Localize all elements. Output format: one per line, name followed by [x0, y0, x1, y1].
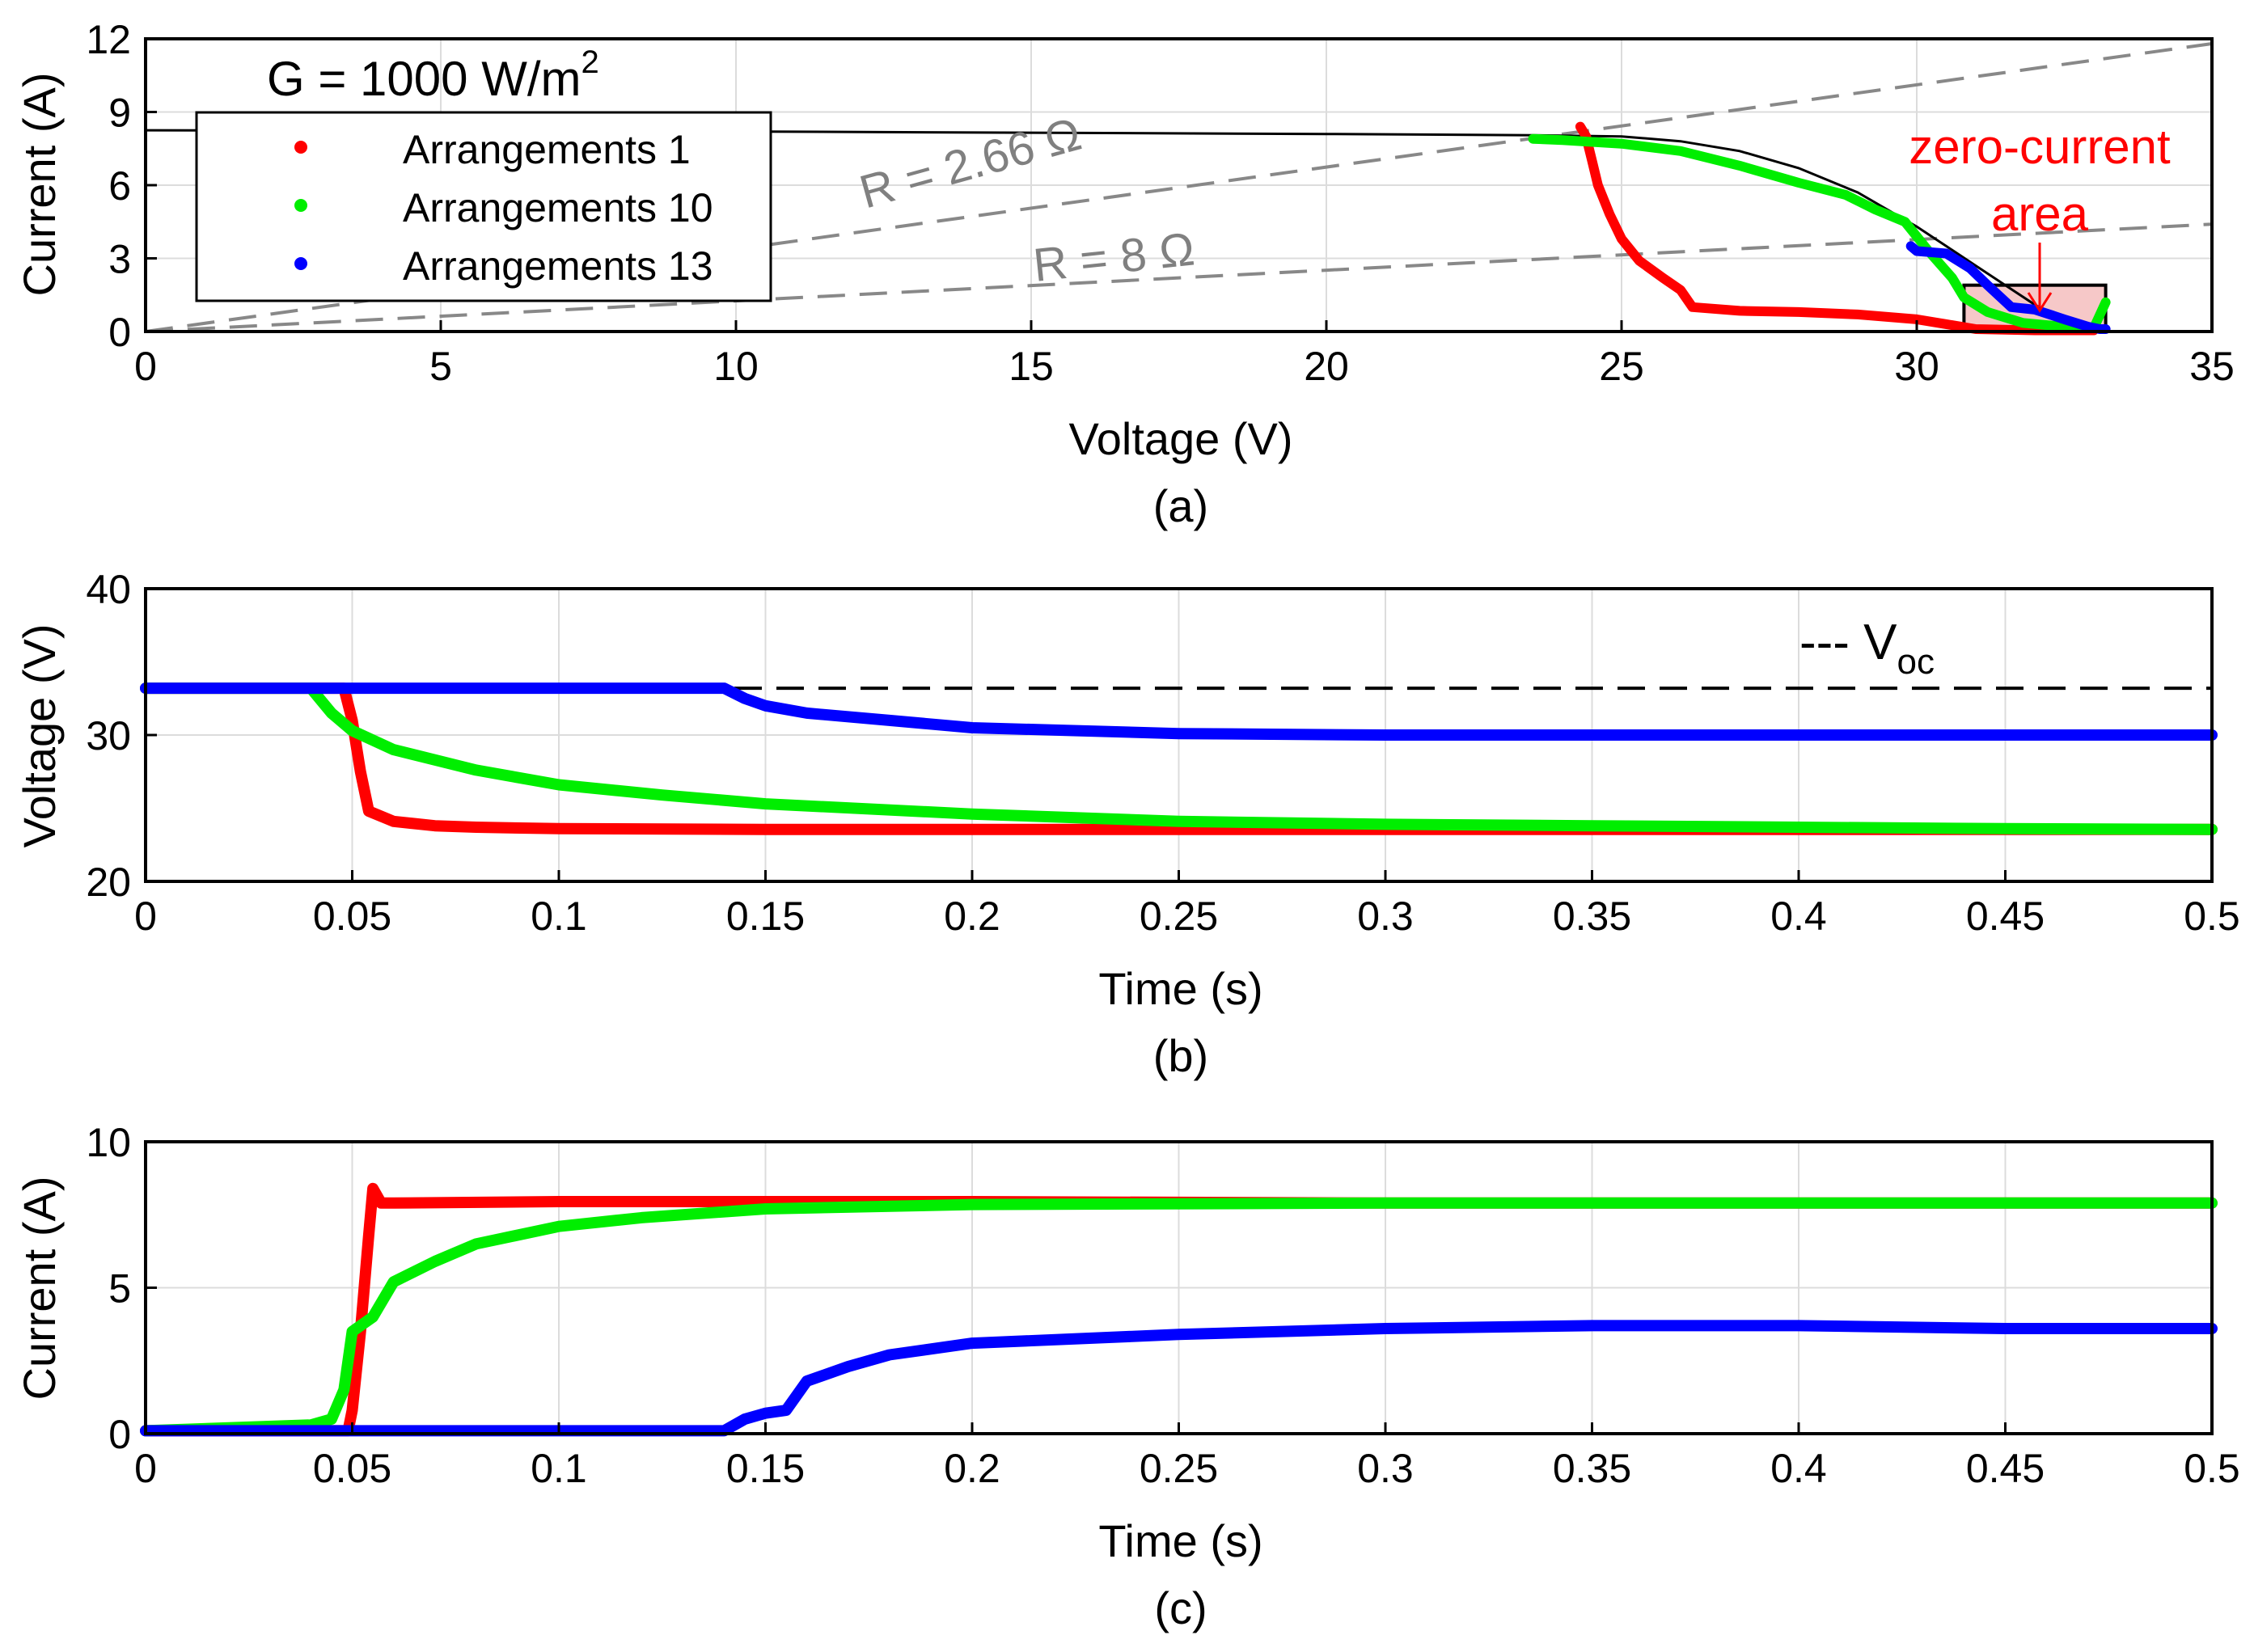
legend-marker: [294, 257, 307, 270]
panel-caption-a: (a): [1153, 480, 1208, 531]
y-tick-label: 40: [86, 567, 131, 612]
y-tick-label: 0: [108, 1412, 131, 1457]
x-tick-label: 35: [2189, 344, 2235, 389]
y-tick-label: 5: [108, 1266, 131, 1312]
y-tick-label: 12: [86, 17, 131, 62]
zone-label-line1: zero-current: [1909, 120, 2171, 174]
x-tick-label: 5: [429, 344, 452, 389]
legend-box: [195, 111, 772, 302]
y-tick-label: 30: [86, 713, 131, 758]
x-tick-label: 0.45: [1966, 1446, 2045, 1491]
x-tick-label: 0.4: [1770, 894, 1827, 939]
x-tick-label: 0.1: [531, 894, 587, 939]
zone-label-line2: area: [1991, 187, 2089, 241]
legend-title-superscript: 2: [581, 44, 598, 80]
x-axis-label-c: Time (s): [1098, 1515, 1262, 1566]
zone-arrow: [2027, 243, 2053, 313]
legend: Arrangements 1 Arrangements 10 Arrangement…: [294, 127, 713, 289]
series-line-arrangements-1: [1575, 121, 2099, 336]
voltage-panel: 0 0.05 0.1 0.15 0.2 0.25 0.3 0.35 0.4 0.45 0.5 20 3…: [14, 567, 2240, 1081]
series-line-2: [140, 682, 2218, 835]
legend-marker: [294, 141, 307, 154]
x-tick-label: 0.05: [313, 1446, 391, 1491]
voc-legend: --- Voc: [1799, 615, 1935, 682]
x-tick-label: 15: [1009, 344, 1054, 389]
x-tick-label: 0: [134, 1446, 157, 1491]
legend-marker: [294, 199, 307, 212]
y-tick-label: 3: [108, 237, 131, 282]
panel-caption-c: (c): [1154, 1582, 1207, 1633]
y-ticks-b: 20 30 40: [86, 567, 157, 905]
pv-curve: [145, 129, 2106, 333]
x-tick-label: 0.2: [944, 1446, 1000, 1491]
y-ticks-a: 0 3 6 9 12: [86, 17, 157, 355]
load-line-2: [145, 222, 2213, 333]
x-tick-label: 0.4: [1770, 1446, 1827, 1491]
x-tick-label: 0: [134, 344, 157, 389]
x-tick-label: 0.2: [944, 894, 1000, 939]
series-a: [1528, 121, 2111, 336]
x-ticks-c: 0 0.05 0.1 0.15 0.2 0.25 0.3 0.35 0.4 0.45 0.5: [134, 1422, 2240, 1491]
x-tick-label: 0.3: [1357, 1446, 1414, 1491]
y-tick-label: 10: [86, 1120, 131, 1165]
legend-label: Arrangements 13: [403, 243, 713, 289]
y-tick-label: 6: [108, 163, 131, 209]
voc-legend-subscript: oc: [1897, 642, 1935, 682]
y-axis-label-c: Current (A): [14, 1177, 65, 1401]
x-tick-label: 0.05: [313, 894, 391, 939]
y-tick-label: 20: [86, 860, 131, 905]
x-tick-label: 0.15: [726, 1446, 805, 1491]
x-tick-label: 0.5: [2184, 894, 2240, 939]
x-tick-label: 0.3: [1357, 894, 1414, 939]
legend-label: Arrangements 1: [403, 127, 691, 172]
legend-title: G = 1000 W/m2: [267, 44, 599, 106]
x-tick-label: 0.5: [2184, 1446, 2240, 1491]
x-ticks-b: 0 0.05 0.1 0.15 0.2 0.25 0.3 0.35 0.4 0.45 0.5: [134, 870, 2240, 939]
x-tick-label: 0.45: [1966, 894, 2045, 939]
series-line-2: [140, 1197, 2218, 1437]
y-tick-label: 0: [108, 310, 131, 355]
series-line-3: [140, 682, 2218, 741]
series-line-arrangements-13: [1905, 241, 2111, 334]
x-axis-label-b: Time (s): [1098, 963, 1262, 1014]
x-tick-label: 0.15: [726, 894, 805, 939]
x-tick-label: 10: [713, 344, 759, 389]
series-c: [140, 1182, 2218, 1437]
x-tick-label: 0.35: [1553, 894, 1631, 939]
y-axis-label-a: Current (A): [14, 73, 65, 297]
y-axis-label-b: Voltage (V): [14, 623, 65, 847]
x-tick-label: 30: [1894, 344, 1939, 389]
x-tick-label: 25: [1599, 344, 1644, 389]
x-tick-label: 0.1: [531, 1446, 587, 1491]
x-tick-label: 0.35: [1553, 1446, 1631, 1491]
x-tick-label: 0.25: [1140, 894, 1218, 939]
x-tick-label: 0: [134, 894, 157, 939]
y-tick-label: 9: [108, 91, 131, 136]
x-ticks-a: 0 5 10 15 20 25 30 35: [134, 320, 2235, 389]
x-tick-label: 0.25: [1140, 1446, 1218, 1491]
x-axis-label-a: Voltage (V): [1068, 413, 1292, 464]
legend-label: Arrangements 10: [403, 185, 713, 230]
current-panel: 0 0.05 0.1 0.15 0.2 0.25 0.3 0.35 0.4 0.45 0.5 0 5 1…: [14, 1120, 2240, 1633]
x-tick-label: 20: [1304, 344, 1349, 389]
voc-legend-text: --- V: [1799, 615, 1897, 670]
panel-caption-b: (b): [1153, 1030, 1208, 1081]
series-line-3: [140, 1320, 2218, 1437]
series-b: [140, 682, 2218, 835]
legend-title-text: G = 1000 W/m: [267, 52, 581, 106]
series-line-arrangements-10: [1528, 133, 2111, 333]
y-ticks-c: 0 5 10: [86, 1120, 157, 1457]
